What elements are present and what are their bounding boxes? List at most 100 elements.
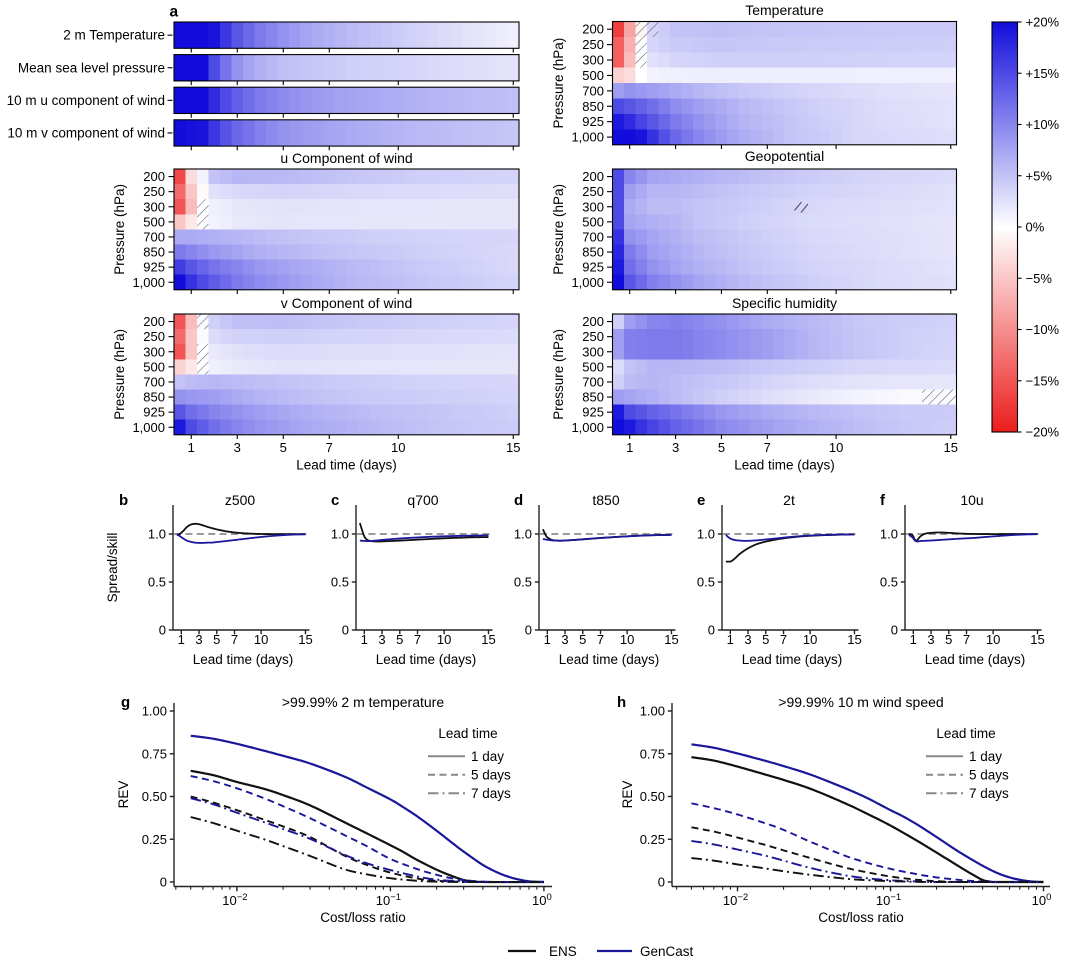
svg-text:700: 700 bbox=[143, 229, 165, 244]
svg-text:1.0: 1.0 bbox=[697, 527, 715, 542]
svg-text:5: 5 bbox=[280, 440, 287, 455]
svg-text:10: 10 bbox=[391, 440, 405, 455]
svg-text:Geopotential: Geopotential bbox=[745, 148, 824, 164]
svg-text:500: 500 bbox=[582, 68, 604, 83]
svg-text:1: 1 bbox=[544, 632, 551, 647]
svg-text:1.0: 1.0 bbox=[331, 527, 349, 542]
svg-text:10 m v component of wind: 10 m v component of wind bbox=[7, 125, 165, 140]
svg-text:5 days: 5 days bbox=[471, 768, 511, 783]
svg-text:700: 700 bbox=[582, 229, 604, 244]
svg-text:−10%: −10% bbox=[1026, 322, 1060, 337]
svg-text:200: 200 bbox=[143, 314, 165, 329]
svg-text:850: 850 bbox=[582, 99, 604, 114]
svg-text:10: 10 bbox=[254, 632, 268, 647]
svg-text:700: 700 bbox=[143, 374, 165, 389]
svg-text:0.5: 0.5 bbox=[697, 575, 715, 590]
svg-text:Pressure (hPa): Pressure (hPa) bbox=[551, 38, 566, 129]
svg-text:d: d bbox=[514, 492, 523, 509]
svg-text:1: 1 bbox=[188, 440, 195, 455]
svg-text:Mean sea level pressure: Mean sea level pressure bbox=[18, 60, 165, 75]
svg-text:0.5: 0.5 bbox=[880, 575, 898, 590]
svg-text:10: 10 bbox=[620, 632, 634, 647]
svg-text:+10%: +10% bbox=[1026, 117, 1060, 132]
svg-text:5: 5 bbox=[579, 632, 586, 647]
svg-text:b: b bbox=[119, 492, 128, 509]
svg-text:g: g bbox=[121, 694, 130, 711]
svg-text:15: 15 bbox=[664, 632, 678, 647]
svg-text:Lead time: Lead time bbox=[936, 726, 995, 741]
svg-text:>99.99% 10 m wind speed: >99.99% 10 m wind speed bbox=[778, 694, 943, 710]
svg-text:0: 0 bbox=[658, 875, 665, 890]
svg-text:REV: REV bbox=[620, 781, 635, 809]
svg-text:REV: REV bbox=[116, 781, 131, 809]
svg-text:+15%: +15% bbox=[1026, 66, 1060, 81]
svg-text:3: 3 bbox=[378, 632, 385, 647]
svg-text:Pressure (hPa): Pressure (hPa) bbox=[551, 184, 566, 275]
svg-text:0: 0 bbox=[891, 623, 898, 638]
svg-text:925: 925 bbox=[582, 405, 604, 420]
svg-text:3: 3 bbox=[672, 440, 679, 455]
svg-text:250: 250 bbox=[582, 184, 604, 199]
svg-text:15: 15 bbox=[481, 632, 495, 647]
svg-text:15: 15 bbox=[298, 632, 312, 647]
svg-text:1.00: 1.00 bbox=[142, 704, 167, 719]
svg-text:7: 7 bbox=[597, 632, 604, 647]
svg-text:5: 5 bbox=[945, 632, 952, 647]
svg-text:Specific humidity: Specific humidity bbox=[732, 295, 837, 311]
svg-text:1: 1 bbox=[178, 632, 185, 647]
svg-text:15: 15 bbox=[944, 440, 958, 455]
svg-text:0.5: 0.5 bbox=[331, 575, 349, 590]
svg-text:Lead time (days): Lead time (days) bbox=[559, 652, 660, 667]
svg-text:3: 3 bbox=[195, 632, 202, 647]
svg-text:Lead time (days): Lead time (days) bbox=[734, 458, 835, 473]
svg-text:300: 300 bbox=[582, 199, 604, 214]
svg-text:925: 925 bbox=[143, 260, 165, 275]
svg-text:200: 200 bbox=[143, 169, 165, 184]
svg-text:−15%: −15% bbox=[1026, 373, 1060, 388]
svg-text:Cost/loss ratio: Cost/loss ratio bbox=[818, 910, 904, 925]
svg-text:5: 5 bbox=[213, 632, 220, 647]
svg-text:GenCast: GenCast bbox=[640, 944, 694, 959]
svg-text:2t: 2t bbox=[783, 492, 795, 508]
svg-text:u Component of wind: u Component of wind bbox=[280, 150, 412, 166]
svg-text:10: 10 bbox=[986, 632, 1000, 647]
svg-text:15: 15 bbox=[1030, 632, 1044, 647]
svg-text:1,000: 1,000 bbox=[132, 275, 165, 290]
svg-text:925: 925 bbox=[582, 260, 604, 275]
svg-text:+5%: +5% bbox=[1026, 168, 1053, 183]
svg-text:850: 850 bbox=[582, 390, 604, 405]
svg-text:700: 700 bbox=[582, 374, 604, 389]
svg-text:925: 925 bbox=[143, 405, 165, 420]
svg-text:2 m Temperature: 2 m Temperature bbox=[63, 28, 165, 43]
svg-text:0.25: 0.25 bbox=[142, 832, 167, 847]
svg-text:3: 3 bbox=[927, 632, 934, 647]
svg-text:ENS: ENS bbox=[549, 944, 577, 959]
svg-text:7: 7 bbox=[326, 440, 333, 455]
svg-text:1.0: 1.0 bbox=[880, 527, 898, 542]
svg-text:7: 7 bbox=[963, 632, 970, 647]
svg-text:0: 0 bbox=[708, 623, 715, 638]
svg-text:3: 3 bbox=[561, 632, 568, 647]
svg-text:Lead time (days): Lead time (days) bbox=[193, 652, 294, 667]
svg-text:300: 300 bbox=[582, 344, 604, 359]
svg-text:Lead time (days): Lead time (days) bbox=[376, 652, 477, 667]
svg-text:5: 5 bbox=[718, 440, 725, 455]
svg-text:Lead time: Lead time bbox=[438, 726, 497, 741]
svg-text:500: 500 bbox=[143, 359, 165, 374]
svg-text:Lead time (days): Lead time (days) bbox=[296, 458, 397, 473]
svg-text:−20%: −20% bbox=[1026, 425, 1060, 440]
svg-text:1: 1 bbox=[361, 632, 368, 647]
svg-text:Lead time (days): Lead time (days) bbox=[742, 652, 843, 667]
svg-text:7 days: 7 days bbox=[969, 786, 1009, 801]
svg-text:3: 3 bbox=[744, 632, 751, 647]
svg-text:250: 250 bbox=[582, 37, 604, 52]
svg-text:z500: z500 bbox=[225, 492, 256, 508]
svg-text:250: 250 bbox=[143, 184, 165, 199]
svg-text:300: 300 bbox=[143, 344, 165, 359]
svg-text:Spread/skill: Spread/skill bbox=[105, 533, 120, 603]
svg-text:t850: t850 bbox=[592, 492, 619, 508]
svg-text:a: a bbox=[170, 4, 179, 21]
svg-text:1 day: 1 day bbox=[471, 749, 504, 764]
svg-text:10: 10 bbox=[437, 632, 451, 647]
svg-text:0.50: 0.50 bbox=[640, 789, 665, 804]
